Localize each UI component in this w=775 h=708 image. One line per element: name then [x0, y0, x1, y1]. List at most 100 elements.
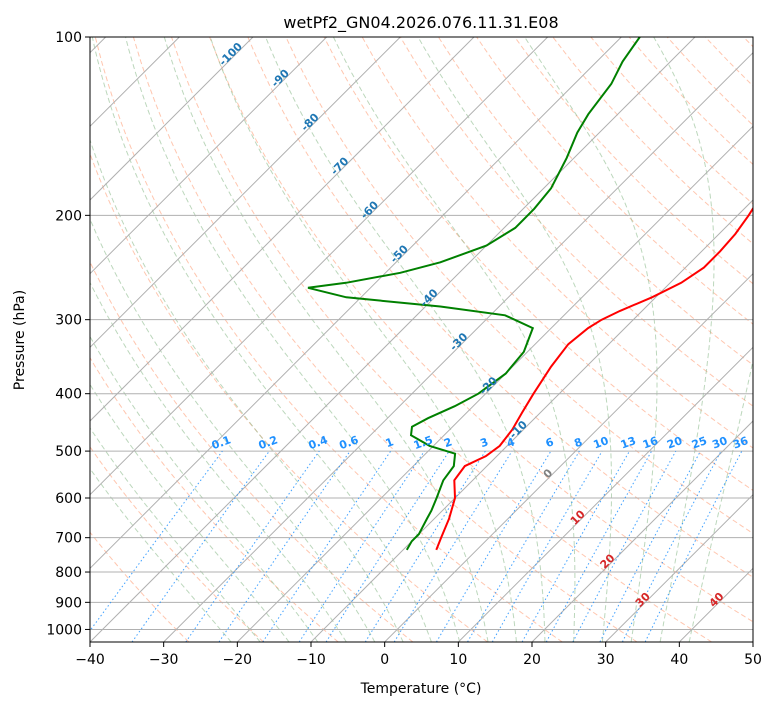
moist-adiabat: [90, 217, 376, 642]
moist-adiabat: [125, 37, 461, 642]
y-tick-label: 1000: [46, 622, 82, 638]
mixing-ratio-label: 20: [665, 434, 684, 452]
x-tick-label: 50: [744, 652, 762, 668]
mixing-ratio-line: [545, 450, 653, 642]
y-tick-label: 900: [55, 595, 82, 611]
isotherm: [163, 51, 753, 642]
mixing-ratio-label: 4: [505, 435, 517, 450]
y-tick-label: 100: [55, 30, 82, 46]
plot-frame: [89, 36, 754, 643]
mixing-ratio-label: 10: [592, 434, 611, 452]
mixing-ratio-label: 0.6: [338, 433, 361, 452]
moist-adiabat: [332, 37, 576, 642]
dry-adiabat: [132, 37, 638, 642]
mixing-ratio-line: [644, 450, 743, 642]
dry-adiabat: [399, 37, 753, 407]
mixing-ratio-label: 0.4: [307, 433, 330, 452]
moist-adiabat: [90, 467, 232, 642]
mixing-ratio-label: 6: [544, 435, 556, 450]
y-tick-label: 600: [55, 491, 82, 507]
mixing-ratio-line: [185, 450, 320, 642]
x-tick-label: −30: [149, 652, 179, 668]
mixing-ratio-line: [131, 450, 270, 642]
dry-adiabat: [514, 37, 753, 285]
moist-adiabat: [209, 37, 517, 642]
mixing-ratio-line: [521, 450, 630, 642]
dewpoint-line: [307, 37, 641, 551]
moist-adiabat: [265, 37, 546, 642]
mixing-ratio-line: [393, 450, 513, 642]
y-tick-label: 400: [55, 387, 82, 403]
dry-adiabat: [90, 356, 339, 642]
sounding-traces: [307, 37, 753, 551]
x-tick-label: 40: [670, 652, 688, 668]
moist-adiabat: [90, 281, 347, 642]
isotherm: [457, 346, 753, 642]
mixing-ratio-label: 1: [384, 435, 396, 450]
x-tick-label: −20: [223, 652, 253, 668]
dry-adiabat: [94, 37, 563, 642]
mixing-ratio-label: 16: [641, 434, 660, 452]
mixing-ratio-label: 13: [619, 434, 638, 451]
x-tick-label: 20: [523, 652, 541, 668]
isotherm: [90, 37, 696, 642]
x-tick-label: 0: [380, 652, 389, 668]
moist-adiabat: [90, 383, 290, 642]
moist-adiabat: [653, 37, 715, 642]
mixing-ratio-line: [298, 450, 425, 642]
y-axis-label: Pressure (hPa): [12, 290, 28, 390]
mixing-ratio-label: 1.5: [412, 433, 435, 452]
dry-adiabat: [171, 37, 712, 642]
dry-adiabat: [247, 37, 753, 578]
axes: −40 −30 −20 −10 0 10 20 30 40 5010020030040050060…: [46, 30, 762, 668]
moist-adiabat: [90, 335, 319, 642]
isotherm: [605, 493, 753, 642]
mixing-ratio-line: [262, 450, 392, 642]
isotherm: [384, 272, 753, 642]
y-tick-label: 700: [55, 531, 82, 547]
moist-adiabat: [688, 358, 753, 642]
dry-adiabat: [437, 37, 753, 366]
x-tick-label: −10: [296, 652, 326, 668]
isotherm: [90, 37, 475, 422]
x-tick-label: −40: [75, 652, 105, 668]
isotherm: [90, 37, 622, 570]
y-tick-label: 800: [55, 565, 82, 581]
mixing-ratio-label: 0.2: [257, 433, 280, 452]
mixing-ratio-label: 30: [710, 434, 729, 452]
y-tick-label: 200: [55, 208, 82, 224]
dry-adiabat: [90, 531, 190, 642]
mixing-ratio-line: [90, 450, 223, 632]
mixing-ratio-label: 36: [731, 434, 750, 452]
y-tick-label: 500: [55, 444, 82, 460]
y-tick-label: 300: [55, 313, 82, 329]
isotherm: [90, 37, 549, 496]
dry-adiabat: [323, 37, 753, 491]
temperature-line: [435, 206, 753, 551]
moist-adiabat: [90, 138, 404, 642]
dry-adiabat: [285, 37, 753, 535]
moist-adiabat: [524, 37, 658, 642]
isotherm: [236, 125, 753, 642]
isotherm: [90, 37, 328, 275]
x-tick-label: 30: [597, 652, 615, 668]
mixing-ratio-label: 8: [572, 435, 584, 450]
mixing-ratio-line: [218, 450, 351, 642]
isotherm: [531, 420, 753, 642]
moist-adiabat: [163, 37, 489, 642]
mixing-ratio-label: 25: [690, 434, 709, 451]
mixing-ratio-line: [325, 450, 450, 642]
mixing-ratio-label: 0.1: [210, 433, 233, 452]
dry-adiabat: [361, 37, 753, 449]
isotherm: [90, 37, 254, 201]
isotherm: [90, 37, 401, 349]
x-tick-label: 10: [449, 652, 467, 668]
mixing-ratio-label: 3: [478, 435, 490, 450]
dry-adiabat: [90, 152, 488, 642]
moist-adiabat: [90, 427, 261, 642]
mixing-ratio-line: [572, 450, 677, 642]
dry-adiabat: [90, 446, 264, 642]
mixing-ratio-label: 2: [442, 435, 454, 450]
